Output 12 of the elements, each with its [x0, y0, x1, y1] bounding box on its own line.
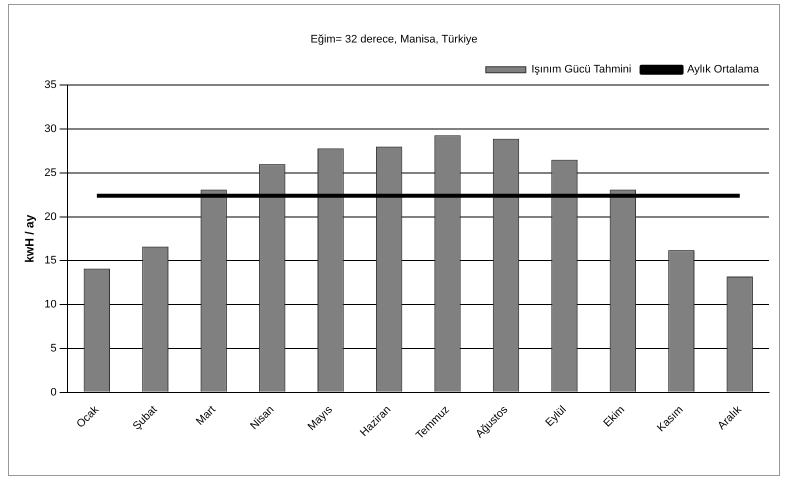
legend-label: Işınım Gücü Tahmini [531, 64, 632, 76]
legend-label: Aylık Ortalama [687, 64, 760, 76]
y-axis-title: kwH / ay [22, 214, 37, 263]
y-tick-label: 0 [50, 386, 57, 398]
y-tick-label: 15 [44, 254, 57, 267]
y-tick-label: 20 [44, 210, 57, 223]
y-tick-label: 10 [44, 298, 57, 311]
y-tick-label: 30 [44, 123, 57, 136]
y-tick-label: 25 [44, 166, 57, 179]
y-tick-label: 5 [50, 342, 57, 354]
y-tick-label: 35 [44, 79, 57, 92]
chart-title: Eğim= 32 derece, Manisa, Türkiye [310, 34, 478, 46]
